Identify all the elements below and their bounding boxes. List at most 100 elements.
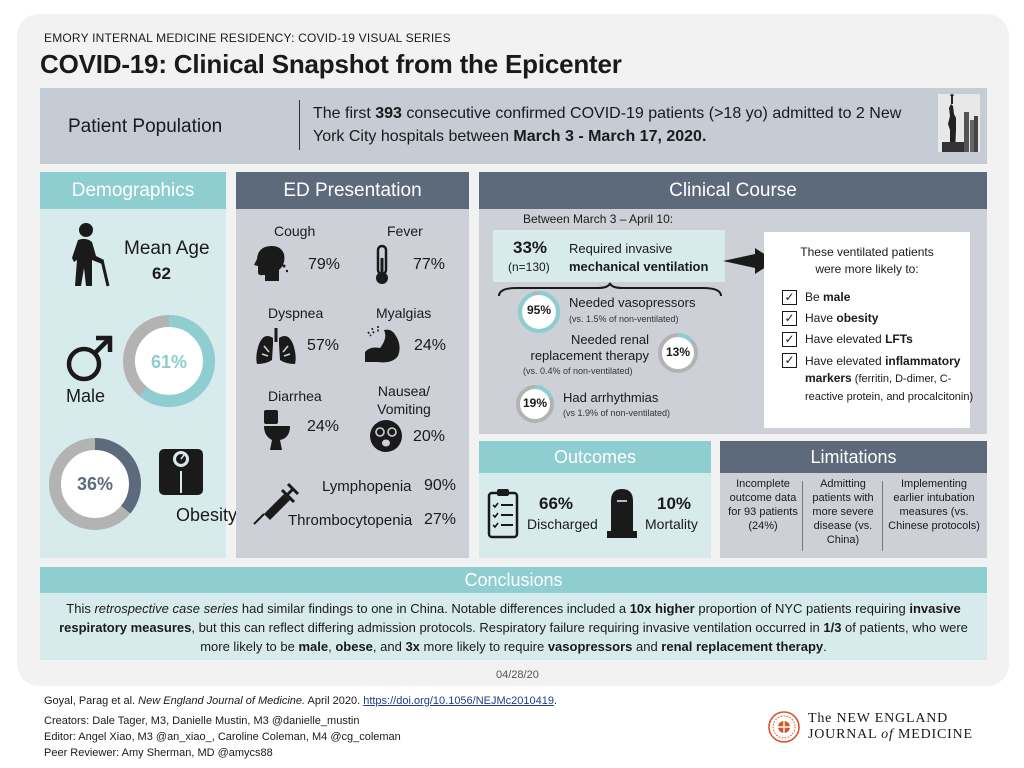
checklist-text-bold: inflammatory markers	[805, 354, 961, 385]
nejm-line: The NEW ENGLAND	[808, 711, 949, 726]
mean-age-label: Mean Age	[124, 238, 210, 259]
checklist-text: Have	[805, 311, 837, 325]
obesity-ring-arc	[49, 438, 141, 530]
muscle-icon	[365, 326, 400, 363]
scale-icon	[159, 449, 203, 495]
nejm-line: JOURNAL	[808, 727, 882, 742]
arrhythmias-label: Had arrhythmias	[563, 390, 659, 405]
patient-count: 393	[375, 105, 402, 122]
ventilation-count: (n=130)	[508, 260, 550, 274]
conclusions-text: This retrospective case series had simil…	[50, 599, 977, 656]
checklist-text: Be	[805, 290, 824, 304]
renal-compare: (vs. 0.4% of non-ventilated)	[523, 366, 633, 376]
ventilation-text-line: Required invasive	[569, 241, 673, 256]
male-label: Male	[66, 386, 106, 406]
ventilated-intro-line: These ventilated patients	[800, 245, 934, 259]
text-bold: renal replacement therapy	[661, 639, 824, 654]
clinical-course-panel: Clinical Course Between March 3 – April …	[479, 172, 987, 434]
arrow-right-icon	[723, 248, 775, 274]
outcomes-header: Outcomes	[479, 441, 711, 473]
checkbox-checked-icon: ✓	[782, 332, 797, 347]
elderly-person-icon	[72, 223, 110, 287]
divider	[882, 481, 883, 551]
male-ring-arc	[123, 315, 215, 407]
mortality-percent: 10%	[657, 494, 692, 513]
period-label: Between March 3 – April 10:	[523, 212, 674, 226]
nausea-face-icon	[370, 420, 402, 452]
arrhythmias-ring-arc	[516, 385, 554, 423]
renal-label: Needed renal replacement therapy	[521, 332, 649, 364]
divider	[802, 481, 803, 551]
renal-percent: 13%	[665, 345, 691, 359]
vasopressors-percent: 95%	[526, 303, 552, 317]
patient-population-label: Patient Population	[68, 116, 223, 137]
lab-percent: 90%	[424, 477, 457, 494]
symptom-label: Diarrhea	[268, 388, 322, 404]
limitations-header: Limitations	[720, 441, 987, 473]
outcomes-panel: Outcomes 66% Discharged 10% Mortality	[479, 441, 711, 558]
ventilation-text-bold: mechanical ventilation	[569, 259, 709, 274]
statue-of-liberty-icon	[938, 94, 980, 152]
vasopressors-donut	[518, 291, 560, 333]
patient-population-description: The first 393 consecutive confirmed COVI…	[313, 102, 933, 148]
ed-presentation-header: ED Presentation	[236, 172, 469, 209]
demographics-header: Demographics	[40, 172, 226, 209]
text: , and	[372, 639, 406, 654]
patient-population-banner: Patient Population The first 393 consecu…	[40, 88, 987, 164]
nejm-logo-text: The NEW ENGLAND JOURNAL of MEDICINE	[808, 711, 973, 743]
obesity-donut-chart	[49, 438, 141, 530]
renal-ring-arc	[658, 333, 698, 373]
doi-link[interactable]: https://doi.org/10.1056/NEJMc2010419	[363, 695, 554, 707]
ventilation-percent: 33%	[513, 238, 548, 257]
symptom-label: Dyspnea	[268, 305, 324, 321]
text: proportion of NYC patients requiring	[694, 601, 910, 616]
date-range: March 3 - March 17, 2020.	[513, 128, 707, 145]
obesity-percent: 36%	[76, 474, 114, 494]
renal-label-line: Needed renal	[570, 332, 649, 347]
clinical-course-header: Clinical Course	[479, 172, 987, 209]
symptom-percent: 20%	[413, 428, 446, 445]
renal-donut	[658, 333, 698, 373]
arrhythmias-donut	[516, 385, 554, 423]
checklist-text: Have elevated	[805, 332, 886, 346]
renal-label-line: replacement therapy	[530, 348, 649, 363]
publish-date: 04/28/20	[496, 669, 539, 681]
checkbox-checked-icon: ✓	[782, 311, 797, 326]
text-bold: obese	[335, 639, 373, 654]
text: .	[823, 639, 827, 654]
checkbox-checked-icon: ✓	[782, 353, 797, 368]
discharged-percent: 66%	[539, 494, 574, 513]
mean-age-value: 62	[152, 264, 171, 283]
text-bold: vasopressors	[547, 639, 633, 654]
nejm-line-of: of	[881, 727, 894, 742]
text-italic: retrospective case series	[94, 601, 239, 616]
nejm-line: MEDICINE	[893, 727, 973, 742]
desc-text: consecutive confirmed COVID-19 patients …	[313, 105, 902, 145]
creators-credit: Creators: Dale Tager, M3, Danielle Musti…	[44, 715, 360, 727]
text-bold: male	[298, 639, 329, 654]
discharged-label: Discharged	[527, 516, 598, 532]
symptom-label: Myalgias	[376, 305, 432, 321]
lab-label: Lymphopenia	[322, 478, 412, 495]
text: This	[66, 601, 95, 616]
conclusions-panel: Conclusions This retrospective case seri…	[40, 567, 987, 660]
editor-credit: Editor: Angel Xiao, M3 @an_xiao_, Caroli…	[44, 731, 401, 743]
lungs-icon	[256, 328, 296, 364]
symptom-label: Nausea/ Vomiting	[377, 383, 431, 417]
text: and	[632, 639, 662, 654]
symptom-percent: 57%	[307, 337, 340, 354]
page-title: COVID-19: Clinical Snapshot from the Epi…	[40, 49, 622, 79]
checklist-text-bold: LFTs	[885, 332, 913, 346]
symptom-percent: 79%	[308, 256, 341, 273]
checklist-text-bold: male	[823, 290, 851, 304]
symptom-percent: 24%	[414, 337, 447, 354]
male-donut-chart	[123, 315, 215, 407]
symptom-label: Fever	[387, 223, 423, 239]
tombstone-icon	[607, 489, 637, 538]
text-bold: invasive respiratory measures	[59, 601, 961, 635]
checklist-text: Have elevated	[805, 354, 886, 368]
thermometer-icon	[376, 244, 388, 284]
cough-icon	[254, 246, 288, 281]
male-percent: 61%	[150, 352, 188, 372]
ed-presentation-panel: ED Presentation Cough 79% Fever 77% Dysp…	[236, 172, 469, 558]
